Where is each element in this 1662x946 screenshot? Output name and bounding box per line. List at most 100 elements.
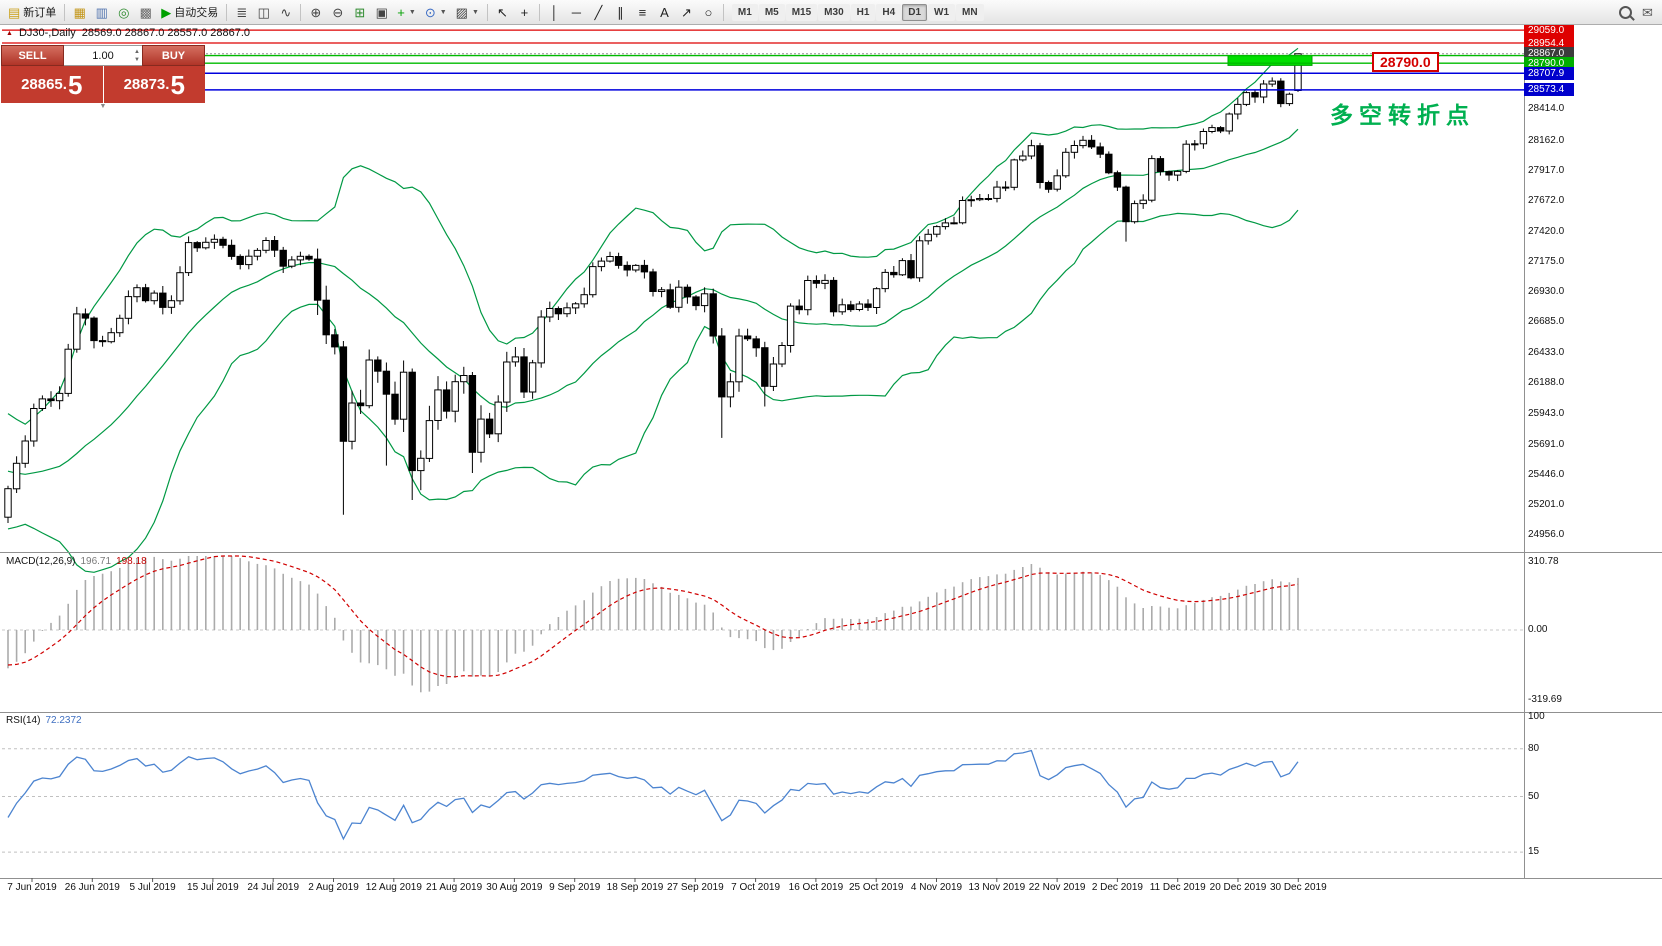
buy-price-main: 28873.	[123, 76, 170, 93]
date-label: 16 Oct 2019	[788, 882, 844, 893]
zoom-in-icon: ⊕	[310, 4, 322, 20]
vertical-line-icon[interactable]: │	[544, 2, 565, 22]
ohlc-readout: 28569.0 28867.0 28557.0 28867.0	[81, 27, 251, 39]
price-tick-label: 26930.0	[1528, 286, 1565, 298]
date-axis[interactable]: 7 Jun 2019 26 Jun 2019 5 Jul 2019 15 Jul 20…	[0, 878, 1662, 898]
chart-title: ▲ DJ30-,Daily 28569.0 28867.0 28557.0 28…	[6, 27, 250, 39]
timeframe-m1[interactable]: M1	[731, 3, 758, 21]
dropdown-arrow-icon: ▼	[408, 8, 416, 16]
price-tick-label: 26685.0	[1528, 316, 1565, 328]
autotrading-button-label: 自动交易	[174, 7, 219, 19]
price-level-label: 28790.0	[1524, 56, 1574, 70]
buy-price[interactable]: 28873. 5	[103, 66, 205, 103]
text-icon[interactable]: A	[654, 2, 675, 22]
timeframe-m15[interactable]: M15	[785, 3, 818, 21]
main-toolbar: ▤ 新订单 ▦ ▥ ◎ ▩ ▶ 自动交易 ≣ ◫ ∿ ⊕ ⊖ ⊞ ▣ + ▼ ⊙ ▼ ▨ ▼ ↖ + │ ─ ╱ ∥ ≡ A ↗ ○ M1 M5…	[0, 0, 1662, 25]
sell-price[interactable]: 28865. 5	[1, 66, 103, 103]
new-order-button[interactable]: ▤ 新订单	[4, 2, 60, 22]
date-label: 2 Aug 2019	[308, 882, 359, 893]
cascade-windows-icon[interactable]: ▣	[371, 2, 392, 22]
market-watch-icon[interactable]: ▦	[69, 2, 90, 22]
date-label: 13 Nov 2019	[968, 882, 1026, 893]
date-label: 11 Dec 2019	[1149, 882, 1206, 893]
price-tick-label: 27175.0	[1528, 255, 1565, 267]
line-chart-icon[interactable]: ∿	[275, 2, 296, 22]
arrows-icon[interactable]: ↗	[676, 2, 697, 22]
timeframe-m5[interactable]: M5	[758, 3, 785, 21]
price-level-label: 28954.4	[1524, 36, 1574, 50]
mail-button[interactable]: ✉	[1637, 2, 1658, 22]
zoom-in-icon[interactable]: ⊕	[305, 2, 326, 22]
price-tick-label: 25446.0	[1528, 468, 1565, 480]
fibonacci-icon[interactable]: ≡	[632, 2, 653, 22]
price-tick-label: 28162.0	[1528, 134, 1565, 146]
chart-canvas[interactable]	[0, 24, 1524, 878]
autotrading-button[interactable]: ▶ 自动交易	[157, 2, 222, 22]
navigator-icon[interactable]: ◎	[113, 2, 134, 22]
price-tick-label: 25691.0	[1528, 438, 1565, 450]
templates-icon: ▨	[455, 4, 468, 20]
timeframe-h1[interactable]: H1	[850, 3, 876, 21]
indicators-icon[interactable]: + ▼	[393, 2, 420, 22]
date-label: 2 Dec 2019	[1091, 882, 1143, 893]
volume-up-button[interactable]: ▲	[134, 49, 140, 55]
timeframe-m30[interactable]: M30	[818, 3, 850, 21]
price-annotation-label[interactable]: 28790.0	[1372, 52, 1439, 72]
search-icon	[1619, 5, 1632, 19]
timeframe-mn[interactable]: MN	[956, 3, 984, 21]
date-label: 7 Jun 2019	[7, 882, 57, 893]
tile-windows-icon[interactable]: ⊞	[349, 2, 370, 22]
crosshair-icon[interactable]: +	[514, 2, 535, 22]
terminal-icon[interactable]: ▩	[135, 2, 156, 22]
toolbar-separator	[722, 3, 724, 21]
templates-icon[interactable]: ▨ ▼	[452, 2, 483, 22]
price-tick-label: 27420.0	[1528, 225, 1565, 237]
zoom-out-icon[interactable]: ⊖	[327, 2, 348, 22]
data-window-icon[interactable]: ▥	[91, 2, 112, 22]
cursor-icon[interactable]: ↖	[492, 2, 513, 22]
tile-windows-icon: ⊞	[354, 4, 366, 20]
date-label: 26 Jun 2019	[64, 882, 120, 893]
timeframe-w1[interactable]: W1	[928, 3, 956, 21]
timeframe-h4[interactable]: H4	[876, 3, 902, 21]
symbol-period: DJ30-,Daily	[18, 27, 76, 39]
trendline-icon[interactable]: ╱	[588, 2, 609, 22]
horizontal-line-icon: ─	[571, 4, 582, 20]
price-axis[interactable]: 28414.0 28162.0 27917.0 27672.0 27420.0 27175…	[1524, 0, 1662, 946]
bars-chart-icon[interactable]: ≣	[231, 2, 252, 22]
cascade-windows-icon: ▣	[375, 4, 388, 20]
price-level-label: 29059.0	[1524, 23, 1574, 37]
volume-value: 1.00	[92, 49, 114, 62]
new-order-icon: ▤	[8, 4, 21, 20]
window-marker-icon: ▲	[6, 29, 13, 37]
indicators-icon: +	[397, 4, 405, 20]
channel-icon[interactable]: ∥	[610, 2, 631, 22]
date-label: 30 Dec 2019	[1269, 882, 1327, 893]
indicator-axis-label: -319.69	[1528, 693, 1562, 705]
buy-button[interactable]: BUY	[142, 45, 205, 66]
sell-button[interactable]: SELL	[1, 45, 64, 66]
timeframe-d1[interactable]: D1	[902, 3, 928, 21]
candles-chart-icon[interactable]: ◫	[253, 2, 274, 22]
toolbar-separator	[64, 3, 66, 21]
rsi-label: RSI(14) 72.2372	[6, 715, 82, 726]
volume-down-button[interactable]: ▼	[134, 57, 140, 63]
periods-icon[interactable]: ⊙ ▼	[421, 2, 451, 22]
date-label: 15 Jul 2019	[187, 882, 239, 893]
shapes-icon[interactable]: ○	[698, 2, 719, 22]
horizontal-line-icon[interactable]: ─	[566, 2, 587, 22]
zoom-out-icon: ⊖	[332, 4, 344, 20]
date-label: 7 Oct 2019	[731, 882, 781, 893]
shapes-icon: ○	[704, 4, 713, 20]
date-label: 21 Aug 2019	[426, 882, 483, 893]
macd-label: MACD(12,26,9) 196.71 198.18	[6, 556, 147, 567]
candles-chart-icon: ◫	[257, 4, 270, 20]
panel-collapse-icon[interactable]: ▼	[99, 103, 107, 110]
cursor-icon: ↖	[496, 4, 508, 20]
macd-name: MACD(12,26,9)	[6, 556, 76, 567]
volume-spinner[interactable]: 1.00 ▲ ▼	[64, 45, 142, 66]
bars-chart-icon: ≣	[236, 4, 248, 20]
date-label: 22 Nov 2019	[1028, 882, 1086, 893]
search-button[interactable]	[1615, 2, 1636, 22]
price-tick-label: 25943.0	[1528, 407, 1565, 419]
